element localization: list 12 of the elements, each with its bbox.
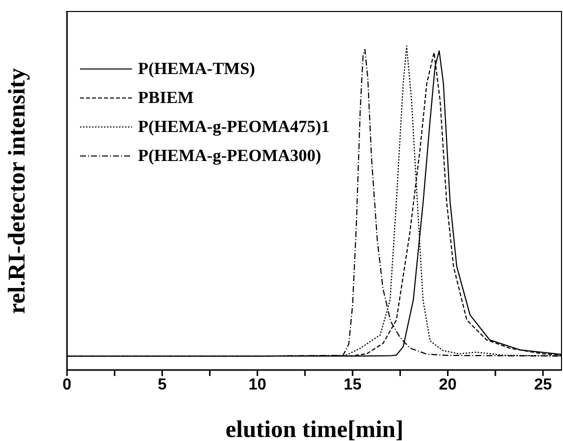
x-axis-title: elution time[min] [226, 417, 404, 441]
y-axis-title: rel.RI-detector intensity [4, 68, 31, 314]
legend-label: PBIEM [138, 88, 194, 108]
x-tick-label: 20 [438, 376, 457, 394]
x-tick-label: 10 [248, 376, 266, 394]
x-tick-label: 15 [344, 376, 362, 394]
x-tick-label: 5 [158, 376, 167, 394]
legend-label: P(HEMA-g-PEOMA300) [138, 146, 322, 166]
legend-label: P(HEMA-g-PEOMA475)1 [138, 116, 330, 136]
x-tick-label: 25 [534, 376, 552, 394]
x-tick-label: 0 [62, 376, 72, 394]
legend-label: P(HEMA-TMS) [138, 58, 256, 78]
